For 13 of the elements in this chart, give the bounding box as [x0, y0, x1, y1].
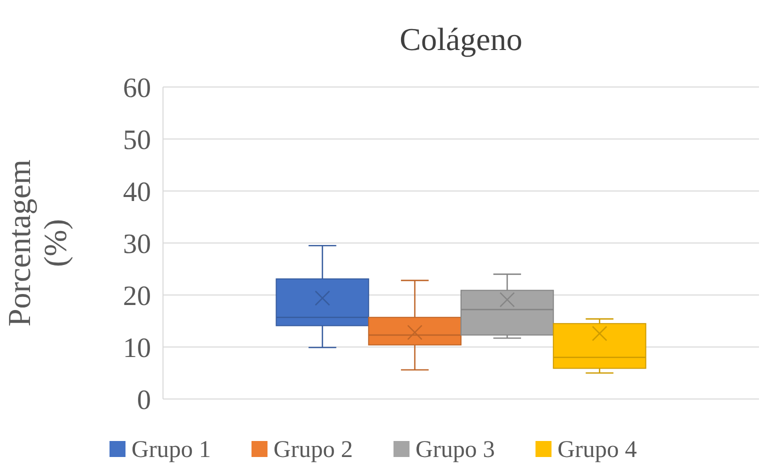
- legend-label: Grupo 3: [416, 437, 495, 463]
- y-tick-label: 0: [137, 384, 151, 416]
- y-tick-label: 10: [123, 332, 151, 364]
- y-tick-label: 50: [123, 124, 151, 156]
- legend-label: Grupo 1: [132, 437, 211, 463]
- y-tick-label: 40: [123, 176, 151, 208]
- y-tick-label: 30: [123, 228, 151, 260]
- chart-title: Colágeno: [400, 21, 522, 57]
- legend-label: Grupo 2: [274, 437, 353, 463]
- y-tick-label: 20: [123, 280, 151, 312]
- y-tick-label: 60: [123, 72, 151, 104]
- legend-label: Grupo 4: [558, 437, 637, 463]
- y-axis-title: Porcentagem (%): [1, 159, 73, 327]
